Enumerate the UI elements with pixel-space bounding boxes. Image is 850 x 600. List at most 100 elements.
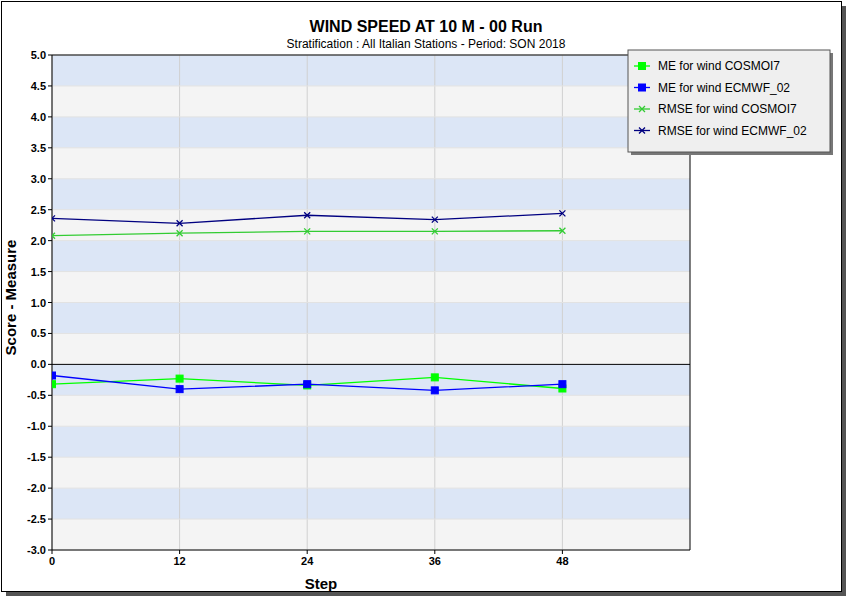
band (52, 364, 690, 395)
y-tick (48, 488, 52, 489)
series-marker (559, 210, 565, 216)
legend-label: ME for wind COSMOI7 (658, 59, 780, 73)
series-marker (304, 228, 310, 234)
y-tick (48, 333, 52, 334)
band (52, 117, 690, 148)
series-marker (304, 212, 310, 218)
grid-line-y (52, 178, 690, 179)
band (52, 426, 690, 457)
series-marker (431, 374, 438, 381)
y-axis-label: Score - Measure (2, 240, 19, 356)
x-axis-label: Step (305, 575, 338, 592)
band (52, 210, 690, 241)
legend-label: RMSE for wind ECMWF_02 (658, 124, 807, 138)
x-tick-label: 36 (429, 555, 441, 567)
y-tick (48, 550, 52, 551)
grid-line-y (52, 395, 690, 396)
y-tick (48, 85, 52, 86)
frame (2, 2, 842, 592)
y-tick-label: -3.0 (27, 544, 46, 556)
grid-line-y (52, 426, 690, 427)
y-tick-label: -2.0 (27, 482, 46, 494)
y-tick (48, 271, 52, 272)
grid-line-y (52, 209, 690, 210)
grid-line-y (52, 240, 690, 241)
band (52, 241, 690, 272)
x-tick-label: 0 (49, 555, 55, 567)
x-tick-label: 24 (301, 555, 314, 567)
grid-line-y (52, 147, 690, 148)
y-tick-label: -1.0 (27, 420, 46, 432)
grid-line-y (52, 302, 690, 303)
subtitle: Stratification : All Italian Stations - … (287, 37, 566, 51)
band (52, 86, 690, 117)
legend-marker (639, 128, 645, 134)
legend-label: RMSE for wind COSMOI7 (658, 102, 797, 116)
band (52, 55, 690, 86)
legend: ME for wind COSMOI7 ME for wind ECMWF_02 R… (628, 50, 833, 155)
series-line (52, 377, 562, 388)
band (52, 395, 690, 426)
series-marker (432, 217, 438, 223)
grid-line-y (52, 519, 690, 520)
y-tick (48, 240, 52, 241)
grid-line-y (52, 333, 690, 334)
series-marker (559, 381, 566, 388)
title: WIND SPEED AT 10 M - 00 Run (310, 18, 543, 35)
x-tick-label: 48 (556, 555, 568, 567)
series-marker (176, 375, 183, 382)
band (52, 272, 690, 303)
y-tick (48, 426, 52, 427)
grid-line-y (52, 85, 690, 86)
legend-box (628, 50, 830, 152)
series-marker (304, 381, 311, 388)
grid-line-y (52, 364, 690, 365)
y-tick-label: 5.0 (31, 49, 46, 61)
y-tick (48, 209, 52, 210)
series-marker (176, 386, 183, 393)
x-tick (307, 550, 308, 554)
series-marker (559, 228, 565, 234)
y-tick (48, 55, 52, 56)
series-marker (52, 372, 56, 379)
chart: -3.0-2.5-2.0-1.5-1.0-0.50.00.51.01.52.02… (0, 0, 850, 600)
y-tick (48, 364, 52, 365)
grid-line-y (52, 271, 690, 272)
y-tick-label: 4.0 (31, 111, 46, 123)
legend-marker (639, 63, 646, 70)
x-tick (562, 550, 563, 554)
series-marker (432, 228, 438, 234)
x-tick (179, 550, 180, 554)
series-marker (52, 381, 56, 388)
y-tick-label: -1.5 (27, 451, 46, 463)
x-tick (434, 550, 435, 554)
band (52, 148, 690, 179)
y-tick (48, 519, 52, 520)
series-marker (52, 233, 55, 239)
legend-label: ME for wind ECMWF_02 (658, 81, 790, 95)
grid-line-y (52, 550, 690, 551)
band (52, 333, 690, 364)
x-tick-label: 12 (173, 555, 185, 567)
grid-line-y (52, 116, 690, 117)
y-tick (48, 178, 52, 179)
y-tick-label: -0.5 (27, 389, 46, 401)
x-axis (52, 550, 690, 551)
band (52, 179, 690, 210)
y-tick-label: 4.5 (31, 80, 46, 92)
grid-line-y (52, 55, 690, 56)
background-bands (52, 55, 690, 550)
y-tick-label: 0.5 (31, 327, 46, 339)
grid (52, 55, 690, 550)
band (52, 488, 690, 519)
y-tick-label: 0.0 (31, 358, 46, 370)
grid-line-y (52, 457, 690, 458)
y-tick (48, 457, 52, 458)
y-tick-label: 1.5 (31, 266, 46, 278)
y-tick (48, 395, 52, 396)
legend-marker (639, 106, 645, 112)
series-marker (177, 230, 183, 236)
y-tick-label: 3.5 (31, 142, 46, 154)
y-tick (48, 116, 52, 117)
y-tick-label: 1.0 (31, 297, 46, 309)
